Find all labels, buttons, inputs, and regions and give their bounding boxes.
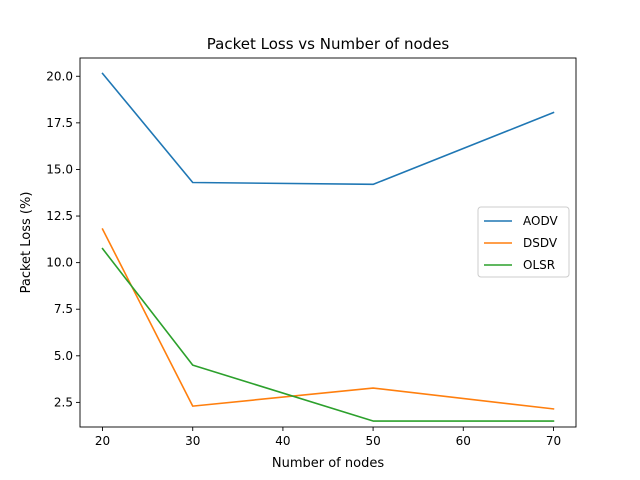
x-tick-label: 40: [275, 434, 290, 448]
x-axis-ticks: 20 30 40 50 60 70: [95, 427, 561, 448]
y-tick-label: 7.5: [54, 302, 73, 316]
legend-label-aodv: AODV: [523, 214, 558, 228]
y-tick-label: 2.5: [54, 395, 73, 409]
y-axis-label: Packet Loss (%): [19, 192, 34, 294]
legend-box: [477, 206, 570, 278]
x-tick-label: 60: [456, 434, 471, 448]
x-tick-label: 30: [185, 434, 200, 448]
chart-title: Packet Loss vs Number of nodes: [207, 35, 450, 53]
legend-label-dsdv: DSDV: [523, 236, 558, 250]
y-tick-label: 12.5: [46, 209, 73, 223]
y-tick-label: 17.5: [46, 116, 73, 130]
plot-frame: [79, 57, 577, 428]
y-axis-ticks: 2.5 5.0 7.5 10.0 12.5 15.0 17.5 20.0: [46, 69, 80, 409]
y-tick-label: 20.0: [46, 69, 73, 83]
x-tick-label: 50: [365, 434, 380, 448]
legend: AODV DSDV OLSR: [477, 206, 570, 278]
series-line-dsdv: [101, 228, 555, 410]
series-line-aodv: [101, 72, 555, 186]
y-tick-label: 5.0: [54, 349, 73, 363]
x-tick-label: 20: [95, 434, 110, 448]
x-axis-label: Number of nodes: [272, 456, 384, 471]
y-tick-label: 10.0: [46, 256, 73, 270]
x-tick-label: 70: [546, 434, 561, 448]
legend-label-olsr: OLSR: [523, 258, 555, 272]
y-tick-label: 15.0: [46, 162, 73, 176]
series-line-olsr: [101, 247, 555, 422]
plot-lines: [101, 72, 555, 422]
